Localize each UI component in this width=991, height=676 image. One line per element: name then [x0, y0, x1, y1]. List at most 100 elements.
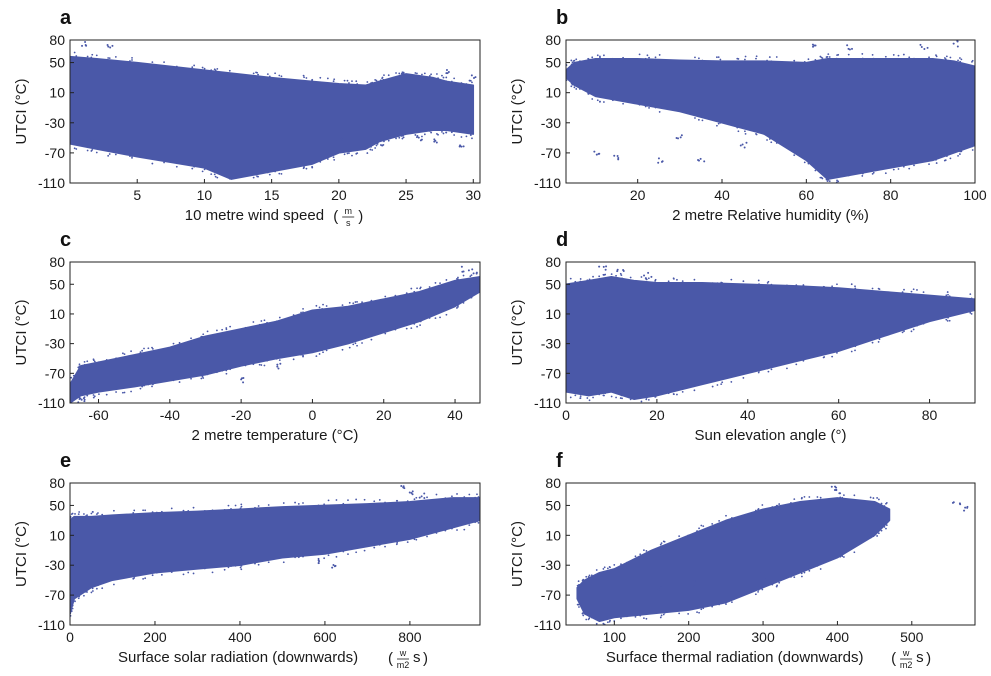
scatter-point: [415, 538, 418, 541]
x-tick-label: 200: [143, 629, 167, 645]
scatter-point: [78, 365, 81, 368]
scatter-point: [90, 512, 93, 515]
scatter-point: [663, 540, 666, 543]
scatter-point: [643, 617, 645, 620]
x-tick-label: 600: [313, 629, 337, 645]
scatter-point: [394, 328, 397, 331]
scatter-point: [602, 394, 605, 397]
scatter-point: [77, 513, 80, 516]
scatter-point: [428, 130, 431, 132]
scatter-point: [107, 45, 110, 48]
scatter-point: [660, 542, 663, 545]
scatter-point: [838, 492, 841, 495]
scatter-point: [130, 390, 132, 393]
scatter-point: [693, 278, 696, 281]
scatter-point: [129, 155, 131, 157]
scatter-point: [757, 371, 760, 374]
x-tick-label: 20: [376, 407, 392, 423]
scatter-point: [131, 155, 133, 158]
scatter-point: [702, 607, 705, 610]
scatter-point: [592, 275, 594, 278]
scatter-point: [872, 171, 875, 174]
plot-frame: [565, 482, 976, 626]
scatter-point: [897, 54, 900, 57]
scatter-point: [659, 543, 662, 546]
scatter-point: [356, 83, 359, 85]
scatter-point: [70, 513, 73, 515]
scatter-point: [477, 496, 480, 498]
scatter-point: [216, 329, 218, 332]
scatter-point: [880, 529, 883, 532]
scatter-point: [374, 142, 377, 145]
scatter-point: [191, 167, 194, 170]
scatter-point: [771, 583, 774, 586]
scatter-point: [462, 301, 465, 304]
scatter-point: [644, 57, 647, 60]
paren-close: ): [926, 650, 931, 667]
scatter-point: [835, 57, 838, 60]
scatter-point: [91, 587, 94, 590]
scatter-point: [711, 523, 714, 525]
x-axis-label: Surface solar radiation (downwards): [118, 649, 358, 666]
scatter-point: [847, 53, 850, 56]
scatter-point: [317, 557, 320, 560]
scatter-point: [374, 79, 377, 81]
scatter-point: [643, 274, 646, 277]
scatter-point: [201, 66, 204, 69]
scatter-point: [835, 486, 838, 489]
scatter-point: [203, 67, 206, 70]
scatter-point: [720, 383, 723, 386]
scatter-point: [854, 285, 856, 288]
scatter-point: [823, 285, 826, 288]
scatter-point: [786, 284, 788, 287]
scatter-point: [398, 136, 401, 139]
scatter-point: [803, 161, 806, 164]
scatter-point: [346, 152, 349, 155]
scatter-point: [814, 169, 817, 172]
scatter-point: [872, 57, 875, 60]
scatter-point: [717, 122, 720, 125]
scatter-point: [163, 61, 165, 63]
scatter-point: [902, 53, 905, 56]
scatter-point: [90, 56, 93, 59]
scatter-point: [667, 392, 670, 395]
scatter-point: [757, 279, 760, 282]
scatter-point: [206, 373, 209, 376]
scatter-point: [263, 364, 266, 367]
scatter-point: [327, 554, 330, 557]
y-tick-label: -30: [45, 115, 65, 131]
scatter-point: [423, 72, 426, 75]
scatter-point: [276, 365, 279, 368]
scatter-point: [144, 577, 147, 580]
panel-f: 80 50 10 -30 -70 -110 100 200 300 400 500 UTCI (°C)…: [509, 450, 976, 670]
scatter-point: [693, 579, 696, 582]
scatter-point: [81, 44, 84, 47]
scatter-point: [615, 396, 617, 399]
x-tick-label: 10: [197, 187, 213, 203]
scatter-point: [426, 496, 428, 499]
plot-frame: [69, 261, 481, 404]
scatter-point: [239, 507, 242, 510]
scatter-point: [211, 509, 214, 512]
scatter-point: [155, 571, 158, 574]
scatter-point: [912, 288, 915, 291]
scatter-point: [959, 60, 962, 63]
scatter-point: [644, 277, 647, 280]
scatter-point: [305, 167, 308, 170]
scatter-point: [885, 502, 887, 505]
scatter-point: [175, 165, 178, 168]
scatter-point: [945, 55, 948, 58]
scatter-point: [579, 395, 582, 398]
scatter-point: [613, 154, 616, 157]
scatter-point: [257, 73, 259, 76]
scatter-point: [872, 535, 875, 538]
scatter-point: [869, 496, 872, 499]
scatter-point: [757, 590, 759, 593]
scatter-point: [657, 588, 660, 591]
scatter-point: [435, 493, 438, 496]
scatter-point: [223, 508, 226, 511]
panel-label-c: c: [60, 229, 71, 251]
scatter-point: [78, 595, 81, 598]
scatter-point: [596, 54, 599, 57]
scatter-point: [421, 73, 423, 76]
